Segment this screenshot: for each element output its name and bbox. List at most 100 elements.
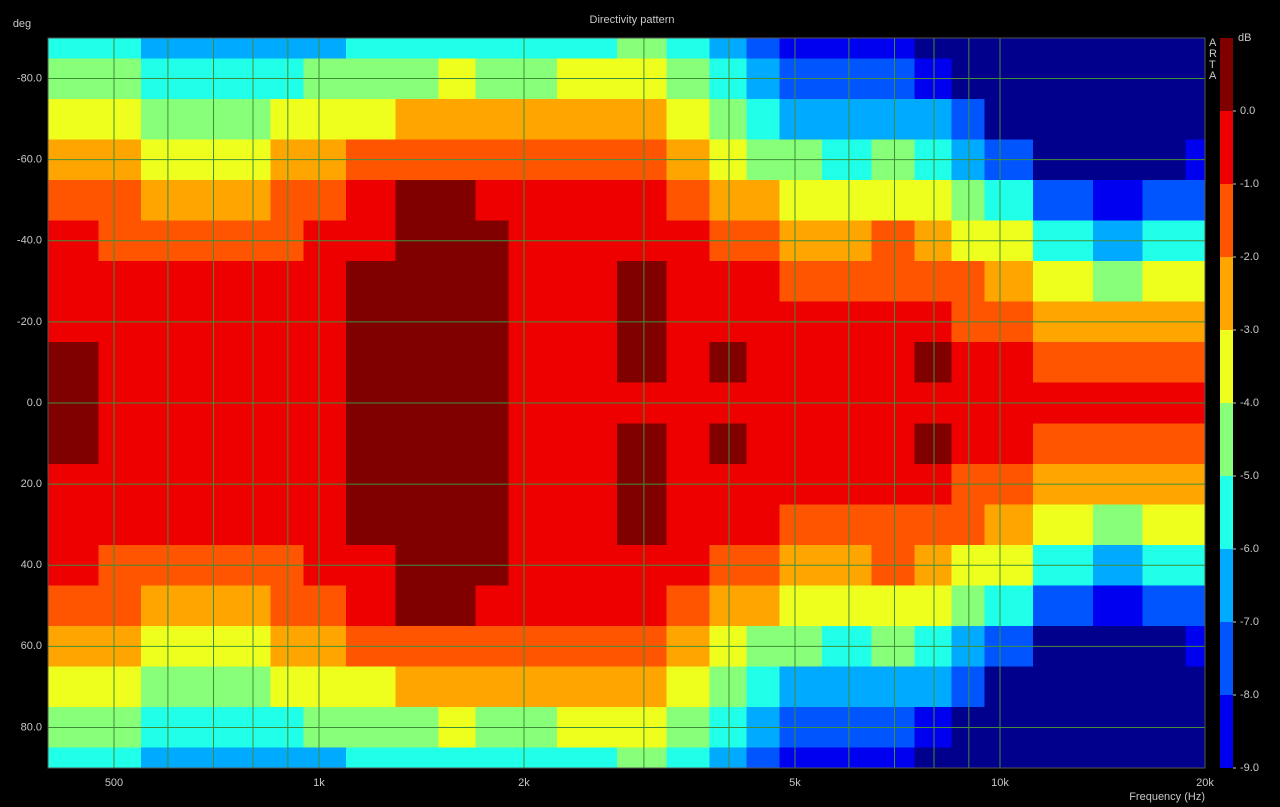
heat-cell — [1185, 38, 1206, 59]
heat-cell — [666, 261, 710, 303]
heat-cell — [303, 666, 347, 708]
heat-cell — [303, 504, 347, 546]
heat-cell — [746, 261, 781, 303]
heat-cell — [746, 585, 781, 627]
heat-cell — [65, 261, 100, 303]
heat-cell — [984, 342, 1034, 384]
heat-cell — [984, 585, 1034, 627]
heat-cell — [190, 179, 234, 222]
heat-cell — [303, 747, 347, 769]
heat-cell — [345, 585, 397, 627]
heat-cell — [140, 747, 192, 769]
heat-cell — [1032, 261, 1094, 303]
y-tick-label: 40.0 — [21, 559, 42, 571]
colorbar-tick-label: -4.0 — [1240, 397, 1259, 409]
heat-cell — [48, 666, 67, 708]
heat-cell — [190, 38, 234, 59]
heat-cell — [914, 423, 953, 465]
heat-cell — [914, 504, 953, 546]
heat-cell — [779, 342, 823, 384]
heat-cell — [951, 423, 986, 465]
heat-cell — [233, 38, 272, 59]
heat-cell — [821, 38, 873, 59]
heat-cell — [821, 423, 873, 465]
heat-cell — [475, 747, 510, 769]
heat-cell — [746, 504, 781, 546]
watermark: ARTA — [1209, 37, 1217, 82]
heat-cell — [746, 666, 781, 708]
heat-cell — [508, 261, 558, 303]
heat-cell — [556, 261, 618, 303]
heat-cell — [190, 666, 234, 708]
colorbar-band — [1220, 184, 1233, 257]
colorbar-tick-label: -6.0 — [1240, 543, 1259, 555]
heat-cell — [98, 585, 142, 627]
heat-cell — [508, 666, 558, 708]
heat-cell — [1142, 261, 1186, 303]
colorbar-band — [1220, 403, 1233, 476]
heat-cell — [1142, 342, 1186, 384]
heat-cell — [951, 179, 986, 222]
heat-cell — [984, 423, 1034, 465]
heat-cell — [303, 179, 347, 222]
y-tick-label: 80.0 — [21, 721, 42, 733]
heat-cell — [270, 38, 305, 59]
heat-cell — [821, 666, 873, 708]
heat-cell — [140, 38, 192, 59]
heat-cell — [345, 423, 397, 465]
heat-cell — [616, 504, 668, 546]
heat-cell — [475, 504, 510, 546]
heat-cell — [1092, 342, 1144, 384]
heat-cell — [98, 179, 142, 222]
heat-cell — [1185, 342, 1206, 384]
colorbar-tick-label: -1.0 — [1240, 178, 1259, 190]
chart-title: Directivity pattern — [590, 14, 675, 26]
heat-cell — [821, 98, 873, 140]
heat-cell — [508, 342, 558, 384]
heat-cell — [1142, 98, 1186, 140]
heat-cell — [1092, 98, 1144, 140]
heat-cell — [1032, 98, 1094, 140]
heat-cell — [1032, 504, 1094, 546]
heat-cell — [709, 179, 748, 222]
heat-cell — [48, 261, 67, 303]
heat-cell — [666, 98, 710, 140]
heat-cell — [345, 342, 397, 384]
heat-cell — [616, 585, 668, 627]
heat-cell — [1032, 747, 1094, 769]
heat-cell — [345, 666, 397, 708]
heat-cell — [556, 585, 618, 627]
heat-cell — [1032, 666, 1094, 708]
heat-cell — [951, 504, 986, 546]
heat-cell — [914, 98, 953, 140]
heat-cell — [1142, 504, 1186, 546]
heat-cell — [140, 666, 192, 708]
heat-cell — [508, 98, 558, 140]
heat-cell — [871, 423, 915, 465]
heat-cell — [140, 342, 192, 384]
heat-cell — [140, 98, 192, 140]
heat-cell — [1142, 423, 1186, 465]
heat-cell — [1185, 179, 1206, 222]
heat-cell — [475, 98, 510, 140]
plot-frame — [47, 37, 1206, 769]
heat-cell — [233, 747, 272, 769]
heat-cell — [438, 38, 477, 59]
heat-cell — [395, 342, 439, 384]
heat-cell — [233, 98, 272, 140]
x-tick-label: 5k — [789, 777, 801, 789]
colorbar-label: dB — [1238, 32, 1251, 44]
heat-cell — [821, 585, 873, 627]
heat-cell — [1185, 666, 1206, 708]
heat-cell — [65, 747, 100, 769]
heat-cell — [475, 342, 510, 384]
colorbar-band — [1220, 622, 1233, 695]
heat-cell — [233, 666, 272, 708]
heat-cell — [190, 342, 234, 384]
heat-cell — [345, 261, 397, 303]
x-tick-label: 1k — [313, 777, 325, 789]
heat-cell — [951, 747, 986, 769]
heat-cell — [709, 98, 748, 140]
heat-cell — [871, 179, 915, 222]
